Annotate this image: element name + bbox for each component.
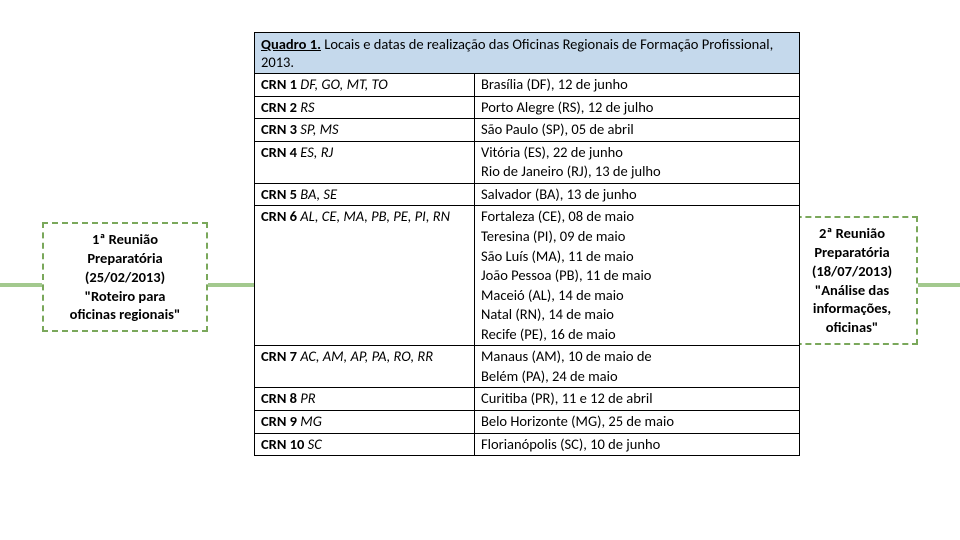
local-line: Belém (PA), 24 de maio [481,367,618,385]
local-cell: Vitória (ES), 22 de junhoRio de Janeiro … [475,141,800,183]
crn-label: CRN 4 [261,143,300,161]
left-milestone-box: 1ª Reunião Preparatória (25/02/2013) "Ro… [42,222,208,332]
right-line3: (18/07/2013) [812,262,892,280]
local-line: Belo Horizonte (MG), 25 de maio [481,412,674,430]
crn-cell: CRN 10 SC [255,433,475,456]
right-milestone-box: 2ª Reunião Preparatória (18/07/2013) "An… [786,216,918,345]
crn-cell: CRN 3 SP, MS [255,119,475,142]
crn-states: SC [308,435,322,453]
right-line1: 2ª Reunião [819,224,885,242]
local-cell: Curitiba (PR), 11 e 12 de abril [475,388,800,411]
local-line: Curitiba (PR), 11 e 12 de abril [481,389,653,407]
crn-states: AC, AM, AP, PA, RO, RR [300,347,433,365]
local-cell: Salvador (BA), 13 de junho [475,183,800,206]
crn-states: SP, MS [300,120,338,138]
table-row: CRN 9 MG Belo Horizonte (MG), 25 de maio [255,411,800,434]
table-row: CRN 6 AL, CE, MA, PB, PE, PI, RNFortalez… [255,206,800,346]
crn-label: CRN 1 [261,75,300,93]
table-title-rest: Locais e datas de realização das Oficina… [261,35,773,71]
left-line1: 1ª Reunião [92,230,158,248]
quadro-table: Quadro 1. Locais e datas de realização d… [254,32,800,456]
crn-states: PR [300,389,315,407]
crn-cell: CRN 1 DF, GO, MT, TO [255,74,475,97]
crn-label: CRN 3 [261,120,300,138]
local-line: Maceió (AL), 14 de maio [481,286,624,304]
crn-label: CRN 6 [261,207,300,225]
table-row: CRN 2 RS Porto Alegre (RS), 12 de julho [255,96,800,119]
crn-states: DF, GO, MT, TO [300,75,387,93]
right-line2: Preparatória [814,243,889,261]
crn-cell: CRN 5 BA, SE [255,183,475,206]
table-row: CRN 1 DF, GO, MT, TO Brasília (DF), 12 de… [255,74,800,97]
local-line: São Paulo (SP), 05 de abril [481,120,634,138]
table-row: CRN 5 BA, SE Salvador (BA), 13 de junho [255,183,800,206]
local-cell: Fortaleza (CE), 08 de maio Teresina (PI),… [475,206,800,346]
crn-states: BA, SE [300,185,337,203]
local-cell: Manaus (AM), 10 de maio de Belém (PA), 24… [475,346,800,388]
stage: 1ª Reunião Preparatória (25/02/2013) "Ro… [0,0,960,540]
crn-cell: CRN 2 RS [255,96,475,119]
left-line5: oficinas regionais" [70,305,181,323]
table-title-cell: Quadro 1. Locais e datas de realização d… [255,33,800,74]
crn-cell: CRN 8 PR [255,388,475,411]
crn-states: RS [300,98,314,116]
crn-label: CRN 9 [261,412,300,430]
left-line3: (25/02/2013) [85,268,165,286]
local-line: Recife (PE), 16 de maio [481,325,616,343]
local-line: Natal (RN), 14 de maio [481,305,614,323]
left-line4: "Roteiro para [85,287,166,305]
local-line: João Pessoa (PB), 11 de maio [481,266,651,284]
table-title-prefix: Quadro 1. [261,35,321,53]
crn-states: ES, RJ [300,143,333,161]
crn-states: AL, CE, MA, PB, PE, PI, RN [300,207,450,225]
local-line: Porto Alegre (RS), 12 de julho [481,98,653,116]
local-line: Brasília (DF), 12 de junho [481,75,628,93]
right-line6: oficinas" [826,318,879,336]
crn-states: MG [300,412,322,430]
local-line: Manaus (AM), 10 de maio de [481,347,652,365]
local-line: Florianópolis (SC), 10 de junho [481,435,660,453]
crn-cell: CRN 4 ES, RJ [255,141,475,183]
table-row: CRN 3 SP, MS São Paulo (SP), 05 de abril [255,119,800,142]
table-row: CRN 7 AC, AM, AP, PA, RO, RRManaus (AM),… [255,346,800,388]
local-line: Fortaleza (CE), 08 de maio [481,207,634,225]
crn-label: CRN 10 [261,435,308,453]
crn-cell: CRN 6 AL, CE, MA, PB, PE, PI, RN [255,206,475,346]
table-row: CRN 8 PR Curitiba (PR), 11 e 12 de abril [255,388,800,411]
table-body: CRN 1 DF, GO, MT, TO Brasília (DF), 12 de… [255,74,800,456]
local-line: Teresina (PI), 09 de maio [481,227,625,245]
local-cell: Belo Horizonte (MG), 25 de maio [475,411,800,434]
table-row: CRN 4 ES, RJVitória (ES), 22 de junhoRio… [255,141,800,183]
local-cell: Porto Alegre (RS), 12 de julho [475,96,800,119]
local-line: Vitória (ES), 22 de junho [481,143,623,161]
local-line: Rio de Janeiro (RJ), 13 de julho [481,162,661,180]
local-line: São Luís (MA), 11 de maio [481,247,634,265]
right-line4: "Análise das [815,281,889,299]
crn-label: CRN 7 [261,347,300,365]
crn-label: CRN 5 [261,185,300,203]
local-line: Salvador (BA), 13 de junho [481,185,637,203]
crn-label: CRN 2 [261,98,300,116]
crn-label: CRN 8 [261,389,300,407]
local-cell: Florianópolis (SC), 10 de junho [475,433,800,456]
crn-cell: CRN 7 AC, AM, AP, PA, RO, RR [255,346,475,388]
local-cell: Brasília (DF), 12 de junho [475,74,800,97]
left-line2: Preparatória [87,249,162,267]
right-line5: informações, [813,299,891,317]
local-cell: São Paulo (SP), 05 de abril [475,119,800,142]
table-row: CRN 10 SC Florianópolis (SC), 10 de junho [255,433,800,456]
crn-cell: CRN 9 MG [255,411,475,434]
